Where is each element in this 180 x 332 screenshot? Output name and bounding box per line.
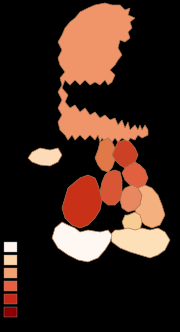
Polygon shape: [122, 212, 142, 232]
Polygon shape: [135, 185, 165, 228]
Polygon shape: [62, 175, 102, 228]
Polygon shape: [58, 3, 148, 142]
Polygon shape: [112, 140, 138, 168]
Polygon shape: [122, 162, 148, 188]
Polygon shape: [28, 148, 62, 166]
Polygon shape: [100, 170, 122, 205]
Bar: [4, 242, 17, 252]
Bar: [4, 307, 17, 317]
Bar: [4, 294, 17, 304]
Bar: [4, 255, 17, 265]
Polygon shape: [95, 138, 115, 172]
Bar: [4, 281, 17, 291]
Polygon shape: [110, 228, 170, 258]
Polygon shape: [52, 222, 112, 262]
Polygon shape: [120, 185, 142, 212]
Bar: [4, 268, 17, 278]
